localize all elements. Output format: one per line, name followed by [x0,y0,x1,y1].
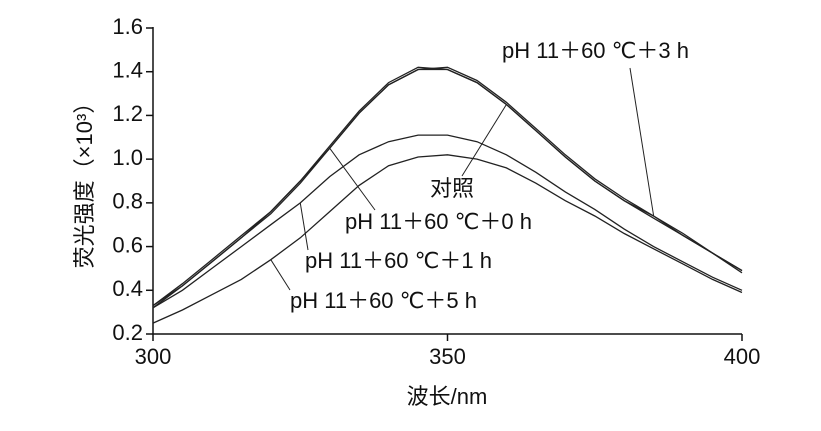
y-axis-label: 荧光强度（×10³） [72,92,97,269]
x-tick-label: 300 [135,344,172,369]
leader-line [299,202,309,251]
series-line [152,66,743,307]
y-tick-label: 1.6 [112,14,143,39]
series-line [152,134,743,309]
y-tick-label: 1.4 [112,58,143,83]
series-label: pH 11＋60 ℃＋3 h [502,38,689,63]
y-tick-label: 1.2 [112,101,143,126]
leader-line [270,259,291,291]
x-axis-label: 波长/nm [407,384,488,409]
series-label: pH 11＋60 ℃＋0 h [345,209,532,234]
x-tick-label: 350 [429,344,466,369]
y-tick-label: 0.4 [112,276,143,301]
leader-line [329,147,376,211]
series-label: 对照 [430,176,474,201]
leader-line [629,67,655,217]
x-tick-label: 400 [724,344,761,369]
y-tick-label: 1.0 [112,145,143,170]
leader-line [461,104,507,177]
series-label: pH 11＋60 ℃＋5 h [290,288,477,313]
series-line [152,154,743,324]
y-tick-label: 0.2 [112,320,143,345]
series-label: pH 11＋60 ℃＋1 h [305,248,492,273]
y-tick-label: 0.8 [112,189,143,214]
y-tick-label: 0.6 [112,232,143,257]
